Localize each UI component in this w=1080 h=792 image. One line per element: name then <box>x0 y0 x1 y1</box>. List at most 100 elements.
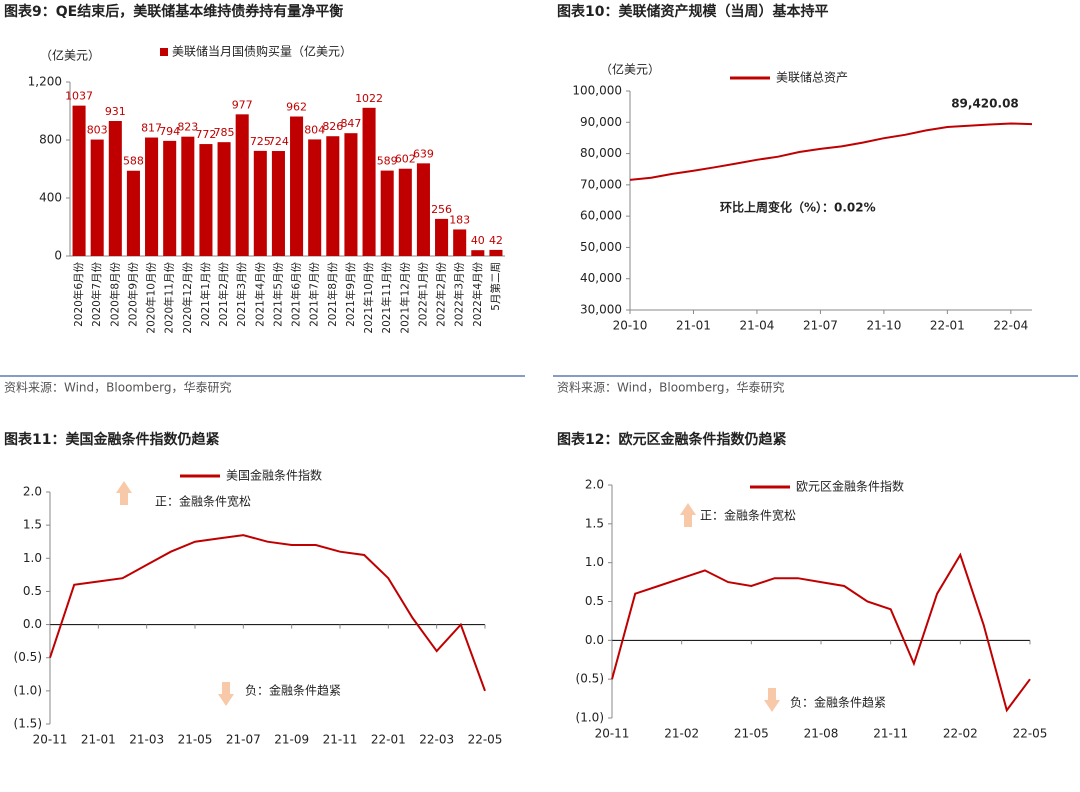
bar <box>235 114 249 257</box>
bar <box>199 144 213 256</box>
value-label: 42 <box>489 234 503 247</box>
x-tick-label: 2020年9月份 <box>126 262 139 327</box>
value-label: 589 <box>377 155 398 168</box>
x-tick-label: 2021年5月份 <box>271 262 284 327</box>
x-tick-label: 21-11 <box>323 733 358 747</box>
value-label: 804 <box>304 123 325 136</box>
y-tick-label: (0.5) <box>576 672 604 686</box>
source: 资料来源：Wind，Bloomberg，华泰研究 <box>557 380 784 395</box>
y-tick-label: 0.5 <box>23 584 42 598</box>
y-tick-label: 60,000 <box>580 209 622 223</box>
bar <box>290 116 304 256</box>
x-tick-label: 2020年11月份 <box>163 262 176 334</box>
value-label: 724 <box>268 135 289 148</box>
x-tick-label: 2022年2月份 <box>435 262 448 327</box>
unit-label: （亿美元） <box>40 48 100 63</box>
chart-title: 图表9：QE结束后，美联储基本维持债券持有量净平衡 <box>4 3 343 20</box>
y-tick-label: 40,000 <box>580 271 622 285</box>
x-tick-label: 2021年6月份 <box>290 262 303 327</box>
value-label: 962 <box>286 101 307 114</box>
x-tick-label: 22-01 <box>930 319 965 333</box>
value-label: 826 <box>322 120 343 133</box>
x-tick-label: 22-04 <box>993 319 1028 333</box>
y-tick-label: 1.5 <box>585 516 604 530</box>
value-label: 602 <box>395 153 416 166</box>
unit-label: （亿美元） <box>600 62 660 77</box>
bar <box>72 105 86 256</box>
bar <box>181 136 195 256</box>
x-tick-label: 21-02 <box>664 727 699 741</box>
x-tick-label: 2021年12月份 <box>398 262 411 334</box>
y-tick-label: 1.0 <box>23 551 42 565</box>
x-tick-label: 21-04 <box>740 319 775 333</box>
x-tick-label: 22-05 <box>468 733 503 747</box>
chart-title: 图表11：美国金融条件指数仍趋紧 <box>4 431 219 448</box>
x-tick-label: 2020年12月份 <box>181 262 194 334</box>
bar <box>453 229 467 256</box>
panel: 图表11：美国金融条件指数仍趋紧资料来源：Wind，Bloomberg，华泰研究… <box>4 431 503 747</box>
value-label: 785 <box>214 126 235 139</box>
bar <box>362 107 376 256</box>
x-tick-label: 21-07 <box>803 319 838 333</box>
y-tick-label: 1,200 <box>28 75 62 89</box>
x-tick-label: 2021年4月份 <box>253 262 266 327</box>
arrow <box>680 503 696 527</box>
value-label: 977 <box>232 98 253 111</box>
value-label: 256 <box>431 203 452 216</box>
x-tick-label: 22-03 <box>419 733 454 747</box>
bar <box>126 170 140 256</box>
value-label: 639 <box>413 147 434 160</box>
bar <box>108 121 122 256</box>
chart-title: 图表10：美联储资产规模（当周）基本持平 <box>557 3 828 20</box>
chart-title: 图表12：欧元区金融条件指数仍趋紧 <box>557 431 786 448</box>
line-series <box>629 122 1033 181</box>
annotation: 负：金融条件趋紧 <box>790 695 886 710</box>
x-tick-label: 2021年7月份 <box>308 262 321 327</box>
bar <box>271 151 285 256</box>
x-tick-label: 2021年10月份 <box>362 262 375 334</box>
x-tick-label: 2020年6月份 <box>72 262 85 327</box>
bar <box>435 218 449 256</box>
y-tick-label: 0.0 <box>23 617 42 631</box>
x-tick-label: 2020年8月份 <box>108 262 121 327</box>
bar <box>253 150 267 256</box>
x-tick-label: 2022年4月份 <box>471 262 484 327</box>
legend-label: 美联储总资产 <box>776 70 848 85</box>
panel: 图表9：QE结束后，美联储基本维持债券持有量净平衡资料来源：Wind，Bloom… <box>0 3 525 395</box>
x-tick-label: 2020年7月份 <box>90 262 103 327</box>
arrow <box>218 682 234 706</box>
x-tick-label: 21-05 <box>178 733 213 747</box>
y-tick-label: 70,000 <box>580 177 622 191</box>
x-tick-label: 21-10 <box>866 319 901 333</box>
x-tick-label: 21-07 <box>226 733 261 747</box>
bar <box>326 136 340 256</box>
y-tick-label: 100,000 <box>572 84 622 98</box>
bar <box>398 168 412 256</box>
y-tick-label: 2.0 <box>585 478 604 492</box>
bar <box>416 163 430 256</box>
y-tick-label: 90,000 <box>580 115 622 129</box>
annotation: 负：金融条件趋紧 <box>245 683 341 698</box>
bar <box>489 249 503 256</box>
bar <box>145 137 159 256</box>
y-tick-label: (1.0) <box>14 683 42 697</box>
value-label: 588 <box>123 155 144 168</box>
x-tick-label: 21-09 <box>274 733 309 747</box>
bar <box>380 170 394 256</box>
x-tick-label: 22-01 <box>371 733 406 747</box>
bar <box>471 250 485 256</box>
y-tick-label: 0 <box>54 249 62 263</box>
y-tick-label: (1.5) <box>14 717 42 731</box>
x-tick-label: 21-01 <box>676 319 711 333</box>
y-tick-label: 2.0 <box>23 485 42 499</box>
x-tick-label: 21-01 <box>81 733 116 747</box>
y-tick-label: 1.0 <box>585 555 604 569</box>
y-tick-label: 800 <box>39 133 62 147</box>
value-label: 1037 <box>65 90 93 103</box>
value-label: 803 <box>87 124 108 137</box>
panel: 图表10：美联储资产规模（当周）基本持平资料来源：Wind，Bloomberg，… <box>553 3 1078 395</box>
x-tick-label: 2022年1月份 <box>416 262 429 327</box>
value-label: 183 <box>449 213 470 226</box>
y-tick-label: 1.5 <box>23 518 42 532</box>
